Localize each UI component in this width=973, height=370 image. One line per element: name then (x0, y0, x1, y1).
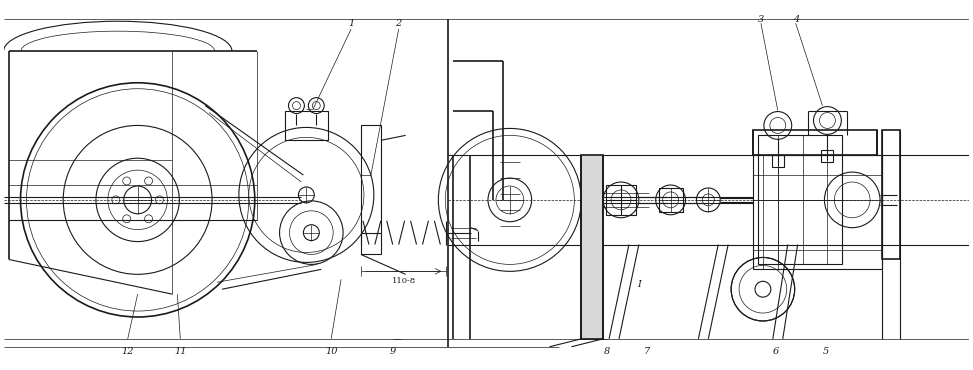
Text: 11: 11 (174, 347, 187, 356)
Bar (284, 111, 328, 140)
Bar (758, 135, 843, 265)
Text: 6: 6 (773, 347, 779, 356)
Text: 110-8: 110-8 (391, 277, 415, 285)
Bar (361, 125, 380, 255)
Bar (753, 130, 877, 155)
Text: 5: 5 (822, 347, 829, 356)
Bar (772, 155, 784, 167)
Text: 4: 4 (793, 15, 799, 24)
Text: 8: 8 (604, 347, 610, 356)
Text: 3: 3 (758, 15, 764, 24)
Bar (606, 185, 636, 215)
Text: 1: 1 (348, 19, 354, 28)
Text: 12: 12 (122, 347, 134, 356)
Text: 10: 10 (325, 347, 338, 356)
Text: I: I (637, 280, 641, 289)
Text: 2: 2 (396, 19, 402, 28)
Bar (581, 155, 603, 339)
Bar (659, 188, 682, 212)
Bar (821, 150, 834, 162)
Bar (753, 155, 882, 269)
Text: 9: 9 (389, 347, 396, 356)
Text: 7: 7 (644, 347, 650, 356)
Bar (882, 130, 900, 259)
